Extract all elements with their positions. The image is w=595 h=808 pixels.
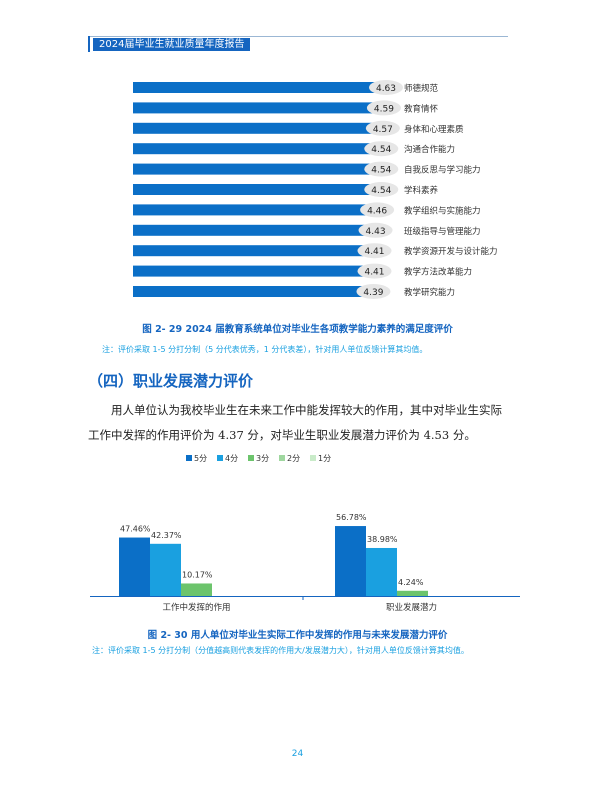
bar	[133, 286, 363, 297]
value-label: 4.63	[376, 84, 396, 94]
paragraph-line-1: 用人单位认为我校毕业生在未来工作中能发挥较大的作用，其中对毕业生实际	[111, 403, 502, 417]
category-label: 教育情怀	[404, 103, 439, 114]
value-label: 4.54	[371, 186, 391, 196]
teaching-ability-bar-chart: 4.63 师德规范 4.59 教育情怀 4.57 身体和心理素质 4.54 沟通合作能力 4.5…	[133, 80, 498, 299]
legend-swatch	[279, 455, 285, 461]
bar	[133, 224, 365, 236]
bar	[119, 537, 150, 596]
legend-swatch	[217, 455, 223, 461]
bar	[133, 184, 371, 195]
value-label-bubble	[366, 100, 401, 116]
legend-swatch	[186, 455, 192, 461]
value-label-bubble	[356, 284, 391, 299]
legend-label: 3分	[256, 454, 269, 463]
category-label: 沟通合作能力	[404, 144, 455, 155]
bar	[133, 163, 371, 175]
category-label: 身体和心理素质	[404, 124, 464, 135]
category-label: 教学资源开发与设计能力	[404, 246, 498, 257]
bar	[133, 102, 373, 114]
potential-evaluation-bar-chart: 5分 4分 3分 2分 1分 47.46%42.37% 10.17% 工作中发挥的作用 56.7…	[90, 454, 520, 613]
data-label: 4.24%	[398, 578, 424, 587]
data-label: 38.98%	[367, 535, 398, 544]
bar	[133, 82, 375, 93]
value-label: 4.54	[371, 145, 391, 155]
report-header-title: 2024届毕业生就业质量年度报告	[93, 38, 251, 51]
value-label-bubble	[364, 182, 399, 197]
category-label: 教学组织与实施能力	[404, 205, 481, 216]
category-label: 教学研究能力	[404, 287, 455, 298]
category-label: 学科素养	[404, 185, 439, 196]
category-label: 工作中发挥的作用	[162, 602, 230, 613]
value-label: 4.43	[366, 227, 386, 237]
value-label-bubble	[357, 263, 392, 279]
legend-swatch	[310, 455, 316, 461]
legend-label: 1分	[318, 454, 331, 463]
bar	[133, 122, 372, 134]
bar	[335, 526, 366, 596]
value-label-bubble	[365, 120, 400, 136]
value-label: 4.41	[364, 268, 384, 278]
bar	[133, 204, 367, 216]
value-label-bubble	[358, 222, 393, 238]
value-label-bubble	[364, 161, 399, 177]
value-label: 4.39	[363, 288, 383, 298]
value-label: 4.57	[373, 125, 393, 135]
bar	[150, 543, 181, 596]
value-label: 4.54	[371, 166, 391, 176]
data-label: 42.37%	[151, 531, 182, 540]
category-label: 教学方法改革能力	[404, 267, 472, 278]
figure-29-caption: 图 2- 29 2024 届教育系统单位对毕业生各项教学能力素养的满足度评价	[142, 324, 453, 335]
header-accent	[88, 36, 90, 52]
figure-30-note: 注：评价采取 1-5 分打分制（分值越高则代表发挥的作用大/发展潜力大），针对用…	[92, 646, 469, 655]
figure-29-note: 注：评价采取 1-5 分打分制（5 分代表优秀，1 分代表差），针对用人单位反馈…	[102, 345, 428, 354]
bar	[133, 143, 371, 155]
data-label: 47.46%	[120, 525, 151, 534]
bar	[133, 245, 364, 257]
figure-30-caption: 图 2- 30 用人单位对毕业生实际工作中发挥的作用与未来发展潜力评价	[147, 630, 448, 641]
value-label-bubble	[364, 141, 399, 157]
legend-label: 2分	[287, 454, 300, 463]
category-label: 自我反思与学习能力	[404, 165, 481, 176]
value-label-bubble	[357, 243, 392, 259]
section-title: （四）职业发展潜力评价	[88, 372, 254, 390]
category-label: 班级指导与管理能力	[404, 226, 481, 237]
category-label: 师德规范	[404, 83, 439, 94]
value-label: 4.41	[364, 247, 384, 257]
value-label-bubble	[360, 202, 395, 218]
header-rule	[88, 36, 508, 37]
bar	[133, 265, 364, 277]
bar	[366, 547, 397, 596]
bar	[181, 583, 212, 596]
bar	[397, 590, 428, 596]
legend-label: 4分	[225, 454, 238, 463]
value-label: 4.46	[367, 206, 387, 216]
legend-label: 5分	[194, 454, 207, 463]
category-label: 职业发展潜力	[386, 602, 437, 613]
page-number: 24	[291, 749, 304, 759]
data-label: 10.17%	[182, 570, 213, 579]
legend-swatch	[248, 455, 254, 461]
value-label: 4.59	[374, 104, 394, 114]
paragraph-line-2: 工作中发挥的作用评价为 4.37 分，对毕业生职业发展潜力评价为 4.53 分。	[88, 428, 476, 442]
data-label: 56.78%	[336, 513, 367, 522]
value-label-bubble	[369, 80, 403, 95]
